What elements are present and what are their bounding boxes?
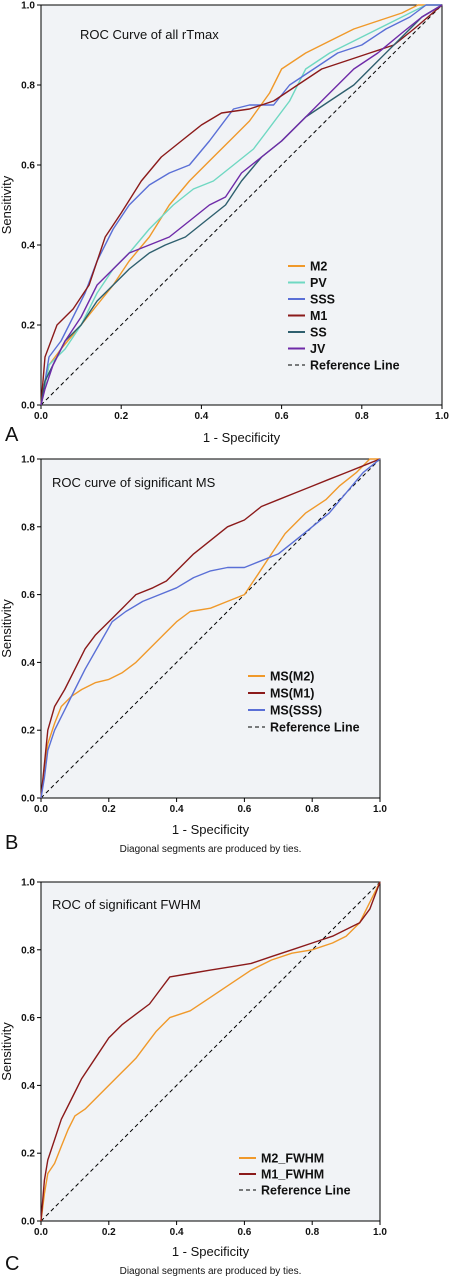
x-tick-label: 0.4 [170, 1227, 184, 1238]
y-tick-label: 0.8 [21, 522, 35, 533]
roc-panel-c: 0.00.0 0.2 0.2 0.4 0.4 0.6 0.6 0.8 0.8 1.0 1.0 ROC … [0, 878, 387, 1278]
y-tick-label: 0.2 [21, 321, 35, 332]
chart-title: ROC curve of significant MS [52, 475, 216, 490]
x-tick-label: 1.0 [435, 411, 449, 422]
x-tick-label: 0.0 [34, 1227, 48, 1238]
legend-label: MS(SSS) [270, 704, 322, 718]
x-tick-label: 0.6 [237, 1227, 251, 1238]
x-tick-label: 0.4 [194, 411, 208, 422]
legend: M2_FWHM M1_FWHM Reference Line [239, 1152, 351, 1198]
y-tick-label: 0.6 [21, 161, 35, 172]
x-tick-label: 0.8 [305, 804, 319, 815]
legend-label: JV [310, 342, 326, 356]
y-tick-label: 1.0 [21, 878, 35, 889]
x-axis-title: 1 - Specificity [172, 1244, 250, 1259]
y-tick-label: 0.6 [21, 1013, 35, 1024]
x-tick-label: 0.6 [275, 411, 289, 422]
footnote: Diagonal segments are produced by ties. [120, 1266, 302, 1277]
y-tick-label: 0.0 [21, 401, 35, 412]
panel-letter: C [5, 1253, 19, 1275]
x-tick-label: 0.4 [170, 804, 184, 815]
x-tick-label: 0.2 [114, 411, 128, 422]
y-tick-label: 0.6 [21, 590, 35, 601]
legend-label: M1 [310, 309, 327, 323]
series-line-pv [40, 4, 442, 406]
y-tick-label: 0.2 [21, 726, 35, 737]
y-axis-title: Sensitivity [0, 1022, 14, 1081]
x-tick-label: 0.8 [305, 1227, 319, 1238]
legend-label: M1_FWHM [261, 1168, 324, 1182]
x-axis-title: 1 - Specificity [172, 822, 250, 837]
y-axis-title: Sensitivity [0, 175, 14, 234]
x-tick-label: 1.0 [373, 1227, 387, 1238]
legend-label-reference: Reference Line [310, 359, 400, 373]
footnote: Diagonal segments are produced by ties. [120, 844, 302, 855]
series-line-ms-m2- [40, 458, 380, 799]
x-tick-label: 0.6 [237, 804, 251, 815]
y-tick-label: 0.4 [21, 658, 35, 669]
y-tick-label: 0.8 [21, 945, 35, 956]
roc-panel-a: 0.00.0 0.2 0.2 0.4 0.4 0.6 0.6 0.8 0.8 1.0 1.0 ROC … [0, 1, 449, 447]
roc-panel-b: 0.00.0 0.2 0.2 0.4 0.4 0.6 0.6 0.8 0.8 1.0 1.0 ROC … [0, 455, 387, 856]
series-line-jv [40, 4, 443, 406]
series-line-sss [40, 4, 442, 406]
chart-title: ROC of significant FWHM [52, 897, 201, 912]
series-line-m2-fwhm [40, 881, 381, 1222]
legend: MS(M2) MS(M1) MS(SSS) Reference Line [248, 670, 360, 735]
y-axis-title: Sensitivity [0, 599, 14, 658]
legend-label: M2_FWHM [261, 1152, 324, 1166]
series-line-m2 [40, 4, 442, 406]
x-tick-label: 0.0 [34, 804, 48, 815]
legend-label: MS(M1) [270, 687, 314, 701]
y-tick-label: 1.0 [21, 1, 35, 12]
y-tick-label: 0.4 [21, 241, 35, 252]
y-tick-label: 0.8 [21, 81, 35, 92]
x-tick-label: 0.2 [102, 804, 116, 815]
legend-label: PV [310, 276, 327, 290]
series-line-ms-sss- [40, 458, 381, 799]
y-tick-label: 0.0 [21, 794, 35, 805]
x-axis-title: 1 - Specificity [203, 430, 281, 445]
legend-label: M2 [310, 260, 327, 274]
reference-line [40, 458, 381, 799]
reference-line [40, 4, 443, 406]
x-tick-label: 0.0 [34, 411, 48, 422]
series-line-ss [40, 4, 443, 406]
series-line-m1-fwhm [40, 881, 381, 1222]
chart-title: ROC Curve of all rTmax [80, 27, 219, 42]
x-tick-label: 1.0 [373, 804, 387, 815]
y-tick-label: 1.0 [21, 455, 35, 466]
legend-label: SSS [310, 293, 335, 307]
x-tick-label: 0.2 [102, 1227, 116, 1238]
y-tick-label: 0.2 [21, 1149, 35, 1160]
legend-label: SS [310, 326, 327, 340]
x-tick-label: 0.8 [355, 411, 369, 422]
series-line-ms-m1- [40, 458, 381, 799]
y-tick-label: 0.4 [21, 1081, 35, 1092]
legend-label: MS(M2) [270, 670, 314, 684]
legend-label-reference: Reference Line [270, 721, 360, 735]
panel-letter: A [5, 424, 19, 446]
series-line-m1 [40, 4, 443, 406]
panel-letter: B [5, 832, 18, 854]
legend: M2 PV SSS M1 SS JV Reference Line [288, 260, 400, 373]
y-tick-label: 0.0 [21, 1217, 35, 1228]
legend-label-reference: Reference Line [261, 1184, 351, 1198]
